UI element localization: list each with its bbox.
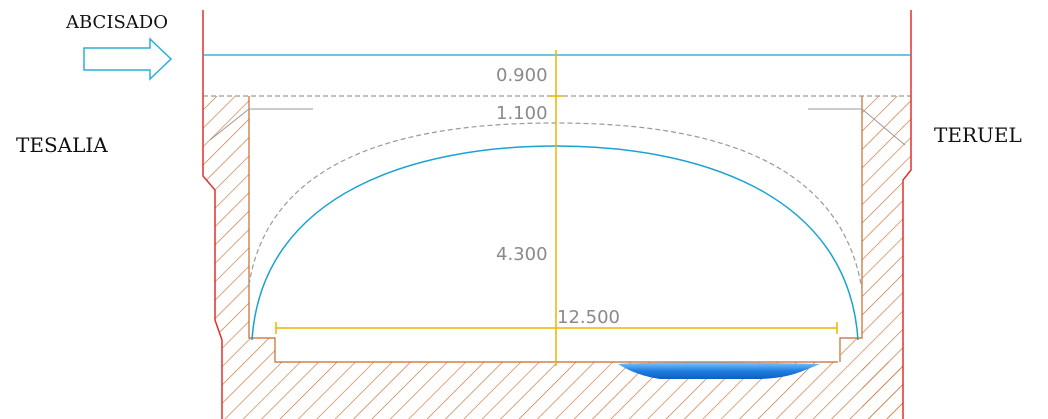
abcisado-label: ABCISADO xyxy=(65,12,168,33)
extrados-dashed-arch xyxy=(248,122,863,291)
teruel-label: TERUEL xyxy=(934,123,1022,147)
left-cut-axis xyxy=(202,10,223,419)
left-wall-hatch xyxy=(203,96,275,362)
tesalia-label: TESALIA xyxy=(16,133,108,157)
span-dimension-label: 12.500 xyxy=(557,307,620,328)
right-arrow-icon xyxy=(83,37,173,81)
intrados-arch xyxy=(251,145,859,341)
cut-axis-lines xyxy=(202,10,912,419)
water-body xyxy=(618,362,820,379)
hatched-structure xyxy=(203,96,911,419)
crown-thickness-dimension: 1.100 xyxy=(496,103,548,124)
left-inner-wall-line xyxy=(248,96,838,363)
span-dimension xyxy=(275,322,838,334)
right-inner-wall-line xyxy=(839,96,863,362)
right-cut-axis xyxy=(902,10,912,419)
top-clearance-dimension: 0.900 xyxy=(496,65,548,86)
rise-dimension: 4.300 xyxy=(496,244,548,265)
corner-leaders xyxy=(209,108,906,146)
wall-outlines xyxy=(248,96,863,363)
